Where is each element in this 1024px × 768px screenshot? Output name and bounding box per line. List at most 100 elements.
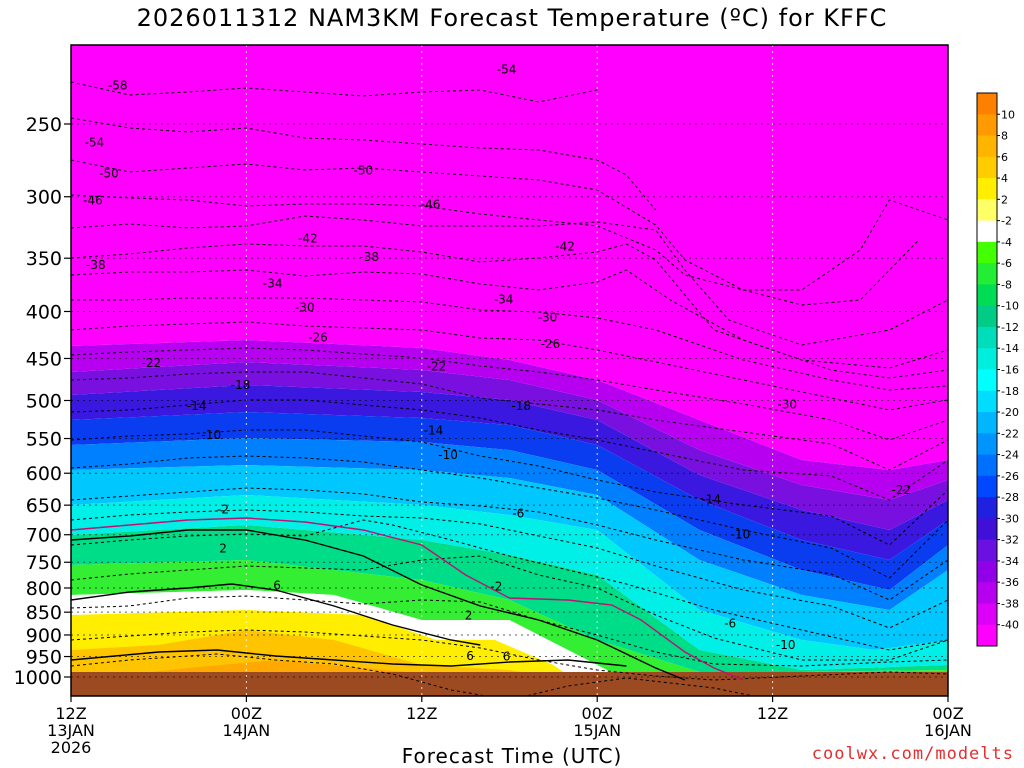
contour-label: -10 <box>776 638 796 652</box>
colorbar-swatch <box>977 156 997 179</box>
colorbar-swatch <box>977 348 997 370</box>
contour-label: -18 <box>511 399 531 413</box>
isotherm-line <box>71 81 598 103</box>
contour-label: -26 <box>308 331 328 345</box>
colorbar-label: 4 <box>1001 172 1008 185</box>
isotherm-line <box>71 595 948 667</box>
contour-label: -22 <box>891 483 911 497</box>
isotherm-line <box>71 297 948 391</box>
colorbar-swatch <box>977 284 997 307</box>
x-tick-label: 12Z <box>55 704 86 723</box>
colorbar-swatch <box>977 178 997 200</box>
colorbar-label: 2 <box>1001 193 1008 206</box>
isotherm-line <box>71 629 948 681</box>
contour-label: -42 <box>298 231 318 245</box>
x-tick-label: 00Z <box>231 704 262 723</box>
temperature-contours <box>71 81 948 696</box>
isotherm-line <box>71 509 948 629</box>
ground-below-surface <box>71 672 948 696</box>
temperature-band <box>71 438 948 610</box>
colorbar-label: 8 <box>1001 130 1008 143</box>
isotherm-line <box>71 555 948 661</box>
isotherm-line <box>71 517 744 681</box>
colorbar-label: -18 <box>1001 385 1019 398</box>
colorbar-label: -10 <box>1001 300 1019 313</box>
isotherm-line <box>71 347 948 441</box>
contour-label: -26 <box>541 337 561 351</box>
site-credit[interactable]: coolwx.com/modelts <box>811 744 1014 764</box>
contour-label: -14 <box>701 493 721 507</box>
x-tick-label: 13JAN <box>47 721 95 740</box>
colorbar-label: -36 <box>1001 576 1019 589</box>
ground-fill <box>71 672 948 696</box>
colorbar-swatch <box>977 390 997 413</box>
colorbar-swatch <box>977 263 997 285</box>
contour-label: -42 <box>555 240 575 254</box>
colorbar-swatch <box>977 220 997 243</box>
temperature-band <box>71 495 948 670</box>
y-tick-label: 1000 <box>14 667 62 689</box>
contour-label: -14 <box>187 399 207 413</box>
colorbar-label: -16 <box>1001 364 1019 377</box>
colorbar-swatch <box>977 412 997 434</box>
contour-label: -38 <box>86 258 106 272</box>
contour-label: -10 <box>731 528 751 542</box>
contour-label: -50 <box>99 166 119 180</box>
y-tick-label: 300 <box>26 187 62 209</box>
y-tick-label: 450 <box>26 348 62 370</box>
colorbar-swatch <box>977 135 997 158</box>
temperature-band <box>71 385 948 560</box>
contour-label: 2 <box>219 542 227 556</box>
contour-label: -18 <box>231 378 251 392</box>
colorbar-label: -38 <box>1001 597 1019 610</box>
contour-label: -58 <box>108 79 128 93</box>
contour-label: -46 <box>83 194 103 208</box>
isotherm-line <box>71 455 948 579</box>
contour-label: -50 <box>354 164 374 178</box>
x-tick-label: 2026 <box>51 738 92 757</box>
y-tick-label: 900 <box>26 625 62 647</box>
colorbar-label: -24 <box>1001 449 1019 462</box>
contour-label: -2 <box>490 579 502 593</box>
colorbar-swatch <box>977 560 997 583</box>
isotherm-line <box>71 649 627 667</box>
colorbar-label: -4 <box>1001 236 1012 249</box>
y-tick-label: 950 <box>26 647 62 669</box>
contour-label: -54 <box>497 62 517 76</box>
plot-frame <box>70 44 949 697</box>
contour-label: -34 <box>263 277 283 291</box>
colorbar: 10 8 6 4 2 -2 -4 -6 -8 -10 -12 -14 -16 -18 -20 -22 -24 -2… <box>976 92 1019 647</box>
colorbar-label: -14 <box>1001 342 1019 355</box>
x-axis-title: Forecast Time (UTC) <box>401 744 623 768</box>
colorbar-swatch <box>977 475 997 498</box>
isotherm-line <box>71 399 948 501</box>
isotherm-line <box>71 117 657 211</box>
colorbar-label: -32 <box>1001 534 1019 547</box>
contour-label: -6 <box>512 507 524 521</box>
y-tick-label: 350 <box>26 248 62 270</box>
x-tick-label: 15JAN <box>573 721 621 740</box>
colorbar-swatch <box>977 603 997 626</box>
temperature-band <box>71 412 948 590</box>
colorbar-label: -12 <box>1001 321 1019 334</box>
y-tick-label: 500 <box>26 391 62 413</box>
colorbar-swatch <box>977 582 997 604</box>
y-tick-label: 700 <box>26 525 62 547</box>
temperature-band <box>71 340 948 500</box>
y-tick-label: 750 <box>26 552 62 574</box>
y-tick-label: 250 <box>26 114 62 136</box>
colorbar-swatch <box>977 454 997 477</box>
colorbar-label: -28 <box>1001 491 1019 504</box>
colorbar-swatch <box>977 199 997 222</box>
temperature-band <box>71 45 948 470</box>
contour-label: -22 <box>427 359 447 373</box>
colorbar-swatch <box>977 369 997 392</box>
x-tick-label: 12Z <box>406 704 437 723</box>
colorbar-swatch <box>977 624 997 647</box>
x-tick-label: 16JAN <box>924 721 972 740</box>
contour-label: 6 <box>273 578 281 592</box>
contour-label: 6 <box>466 649 474 663</box>
colorbar-swatch <box>977 497 997 519</box>
